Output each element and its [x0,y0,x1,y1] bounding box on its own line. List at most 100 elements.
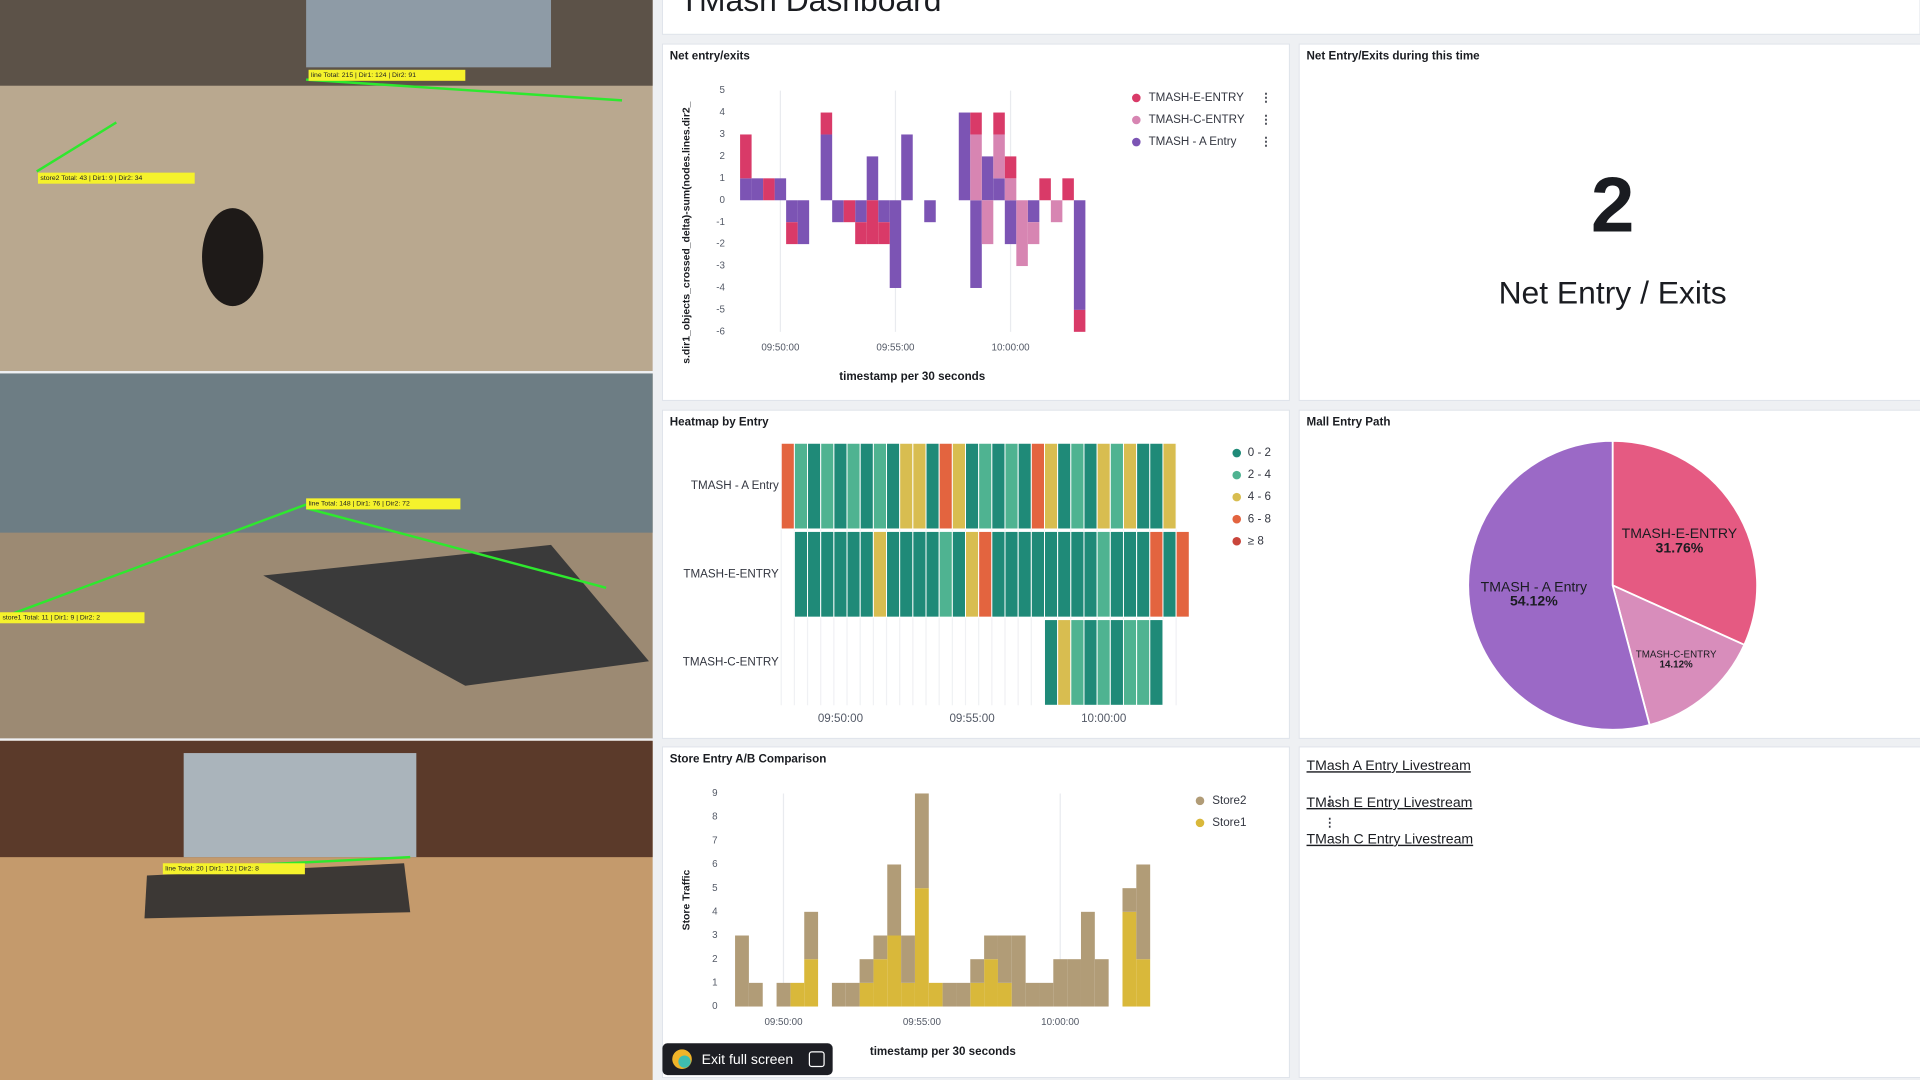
count-line [305,506,607,589]
heatmap-cell [1136,619,1151,706]
heatmap-cell [1175,530,1190,618]
button-bg[interactable] [662,1043,833,1076]
y-tick-label: 9 [712,788,717,799]
bar [855,222,867,245]
overlay-box [162,863,305,875]
x-tick-label: 09:55:00 [876,342,915,353]
camera-mat [144,863,411,919]
x-tick-label: 10:00:00 [1081,712,1127,725]
bar [748,982,763,1007]
bar [873,959,888,1007]
x-axis-label: timestamp per 30 seconds [870,1045,1016,1058]
legend-label: TMASH-E-ENTRY [1149,91,1245,104]
bar [997,982,1012,1007]
panel [661,746,1290,1079]
livestream-link[interactable]: TMash C Entry Livestream [1307,831,1474,847]
legend-swatch [1232,536,1242,546]
heatmap-cell [951,442,966,530]
heatmap-cell [1004,442,1019,530]
legend-swatch [1232,448,1242,458]
overlay-box [37,172,195,184]
heatmap-cell [1149,442,1164,530]
camera-doors [183,753,417,858]
x-tick-label: 09:55:00 [903,1017,942,1028]
bar [786,200,798,223]
panel-title: Heatmap by Entry [670,416,769,429]
bar [970,982,985,1007]
pie-slice [1611,583,1746,727]
bar [763,178,775,201]
heatmap-cell [1096,619,1111,706]
count-line [36,121,117,173]
row-label: TMASH - A Entry [691,479,779,492]
overlay-label: line Total: 20 | Dir1: 12 | Dir2: 8 [165,866,259,873]
heatmap-cell [1122,619,1138,706]
bar [859,982,874,1007]
legend-swatch [1132,115,1141,125]
y-tick-label: 6 [712,859,718,870]
heatmap-cell [1070,619,1085,706]
bar [993,134,1005,179]
overlay-label: store1 Total: 11 | Dir1: 9 | Dir2: 2 [2,615,100,622]
y-tick-label: 3 [712,930,718,941]
legend-label: TMASH - A Entry [1149,135,1237,148]
heatmap-cell [899,530,914,618]
count-line [0,503,307,620]
heatmap-cell [1017,530,1032,618]
bar [1122,888,1137,912]
heatmap-cell [925,530,940,618]
y-tick-label: -5 [716,305,725,316]
bar [1136,864,1151,960]
heatmap-cell [965,442,980,530]
bar [1062,178,1074,201]
legend-label: 4 - 6 [1248,490,1271,503]
heatmap-cell [1083,442,1098,530]
livestream-link[interactable]: TMash A Entry Livestream [1307,757,1471,773]
bar [855,200,867,223]
y-tick-label: 3 [719,129,725,140]
livestream-link[interactable]: TMash E Entry Livestream [1307,794,1473,810]
heatmap-cell [912,442,927,530]
button-label[interactable]: Exit full screen [702,1051,794,1067]
bar [1050,200,1063,223]
x-tick-label: 10:00:00 [992,342,1031,353]
heatmap-cell [859,530,874,618]
heatmap-cell [1083,619,1098,706]
panel-title: Net Entry/Exits during this time [1307,49,1481,62]
x-tick-label: 09:55:00 [949,712,995,725]
heatmap-cell [780,442,795,530]
legend-label: ≥ 8 [1248,534,1264,547]
heatmap-cell [833,530,848,618]
y-tick-label: -3 [716,261,725,272]
heatmap-cell [1044,530,1059,618]
bar [1053,959,1068,1007]
panel [1298,43,1920,401]
heatmap-cell [872,530,888,618]
bar [831,982,846,1007]
x-tick-label: 09:50:00 [818,712,864,725]
camera-doors [306,0,552,68]
legend-swatch [1232,514,1242,524]
y-tick-label: 4 [719,107,725,118]
bar [866,200,879,245]
heatmap-cell [872,442,888,530]
bar [1004,156,1017,179]
x-tick-label: 09:50:00 [761,342,800,353]
heatmap-cell [807,442,822,530]
y-axis-label: Store Traffic [682,869,693,930]
bar [1122,911,1137,1007]
exit-fullscreen-button[interactable]: Exit full screen [662,1043,833,1076]
bar [797,200,810,245]
bar [804,911,819,960]
y-tick-label: 2 [719,151,724,162]
panel-title: Store Entry A/B Comparison [670,752,827,765]
legend-swatch [1232,470,1242,480]
y-tick-label: 0 [719,195,725,206]
heatmap-cell [951,530,966,618]
bar [1016,200,1028,267]
legend-swatch [1195,796,1205,806]
metric-label: Net Entry / Exits [1499,275,1727,311]
heatmap-cell [1109,530,1124,618]
legend-menu: ⋮ [1324,794,1336,807]
